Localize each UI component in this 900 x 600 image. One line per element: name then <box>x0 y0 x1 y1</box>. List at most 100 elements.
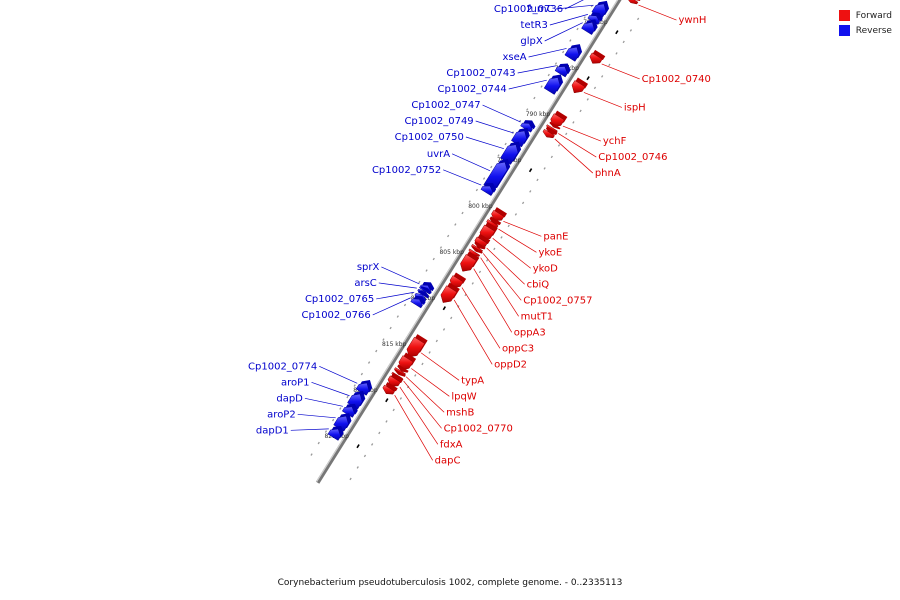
map-caption: Corynebacterium pseudotuberculosis 1002,… <box>277 578 623 588</box>
scale-dash <box>360 372 364 376</box>
gene-label-fdxa[interactable]: fdxA <box>440 439 463 450</box>
gene-label-dapd[interactable]: dapD <box>276 393 303 404</box>
leader-line-cp1002-0752 <box>443 169 482 186</box>
gene-arrow-xsea[interactable] <box>564 46 580 62</box>
gene-arrow-typa[interactable] <box>406 336 425 358</box>
gene-arrow-dapd1[interactable] <box>327 428 341 441</box>
leader-line-dapd1 <box>290 428 329 431</box>
gene-arrow-oppd2[interactable] <box>440 285 458 303</box>
gene-label-cp1002-0743[interactable]: Cp1002_0743 <box>446 68 515 79</box>
scale-dash <box>389 326 392 330</box>
gene-arrow-cp1002-0743[interactable] <box>554 66 568 78</box>
gene-label-pane[interactable]: panE <box>543 231 568 242</box>
gene-label-mshb[interactable]: mshB <box>446 407 474 418</box>
gene-label-ychf[interactable]: ychF <box>603 136 627 147</box>
leader-line-cbiq <box>486 247 525 285</box>
gene-arrow-cp1002-0744[interactable] <box>543 77 561 95</box>
gene-arrow-cp1002-0752[interactable] <box>480 185 494 197</box>
scale-dash <box>529 190 532 193</box>
gene-label-sprx[interactable]: sprX <box>357 262 380 273</box>
gene-label-typa[interactable]: typA <box>461 375 484 386</box>
gene-arrow-oppa3[interactable] <box>460 254 477 272</box>
gene-label-cp1002-0744[interactable]: Cp1002_0744 <box>438 84 507 95</box>
leader-line-xsea <box>528 48 567 58</box>
leader-line-dapd <box>304 397 343 407</box>
gene-label-uvra[interactable]: uvrA <box>427 149 450 160</box>
gene-label-ykoe[interactable]: ykoE <box>538 247 562 258</box>
gene-label-ywnh[interactable]: ywnH <box>678 15 706 26</box>
leader-line-lpqw <box>411 368 450 397</box>
gene-label-cp1002-0750[interactable]: Cp1002_0750 <box>395 132 464 143</box>
leader-line-uvra <box>451 153 491 172</box>
scale-dash <box>375 349 378 353</box>
scale-dash <box>414 374 417 377</box>
scale-dash <box>435 339 438 343</box>
gene-label-mutt1[interactable]: mutT1 <box>521 311 553 322</box>
gene-shadow-cp1002-0770 <box>394 369 406 377</box>
tick-label-805: 805 kbp <box>439 249 464 256</box>
scale-dash <box>583 16 586 19</box>
gene-arrow-dapc[interactable] <box>382 384 396 395</box>
gene-arrow-phna[interactable] <box>542 128 555 139</box>
gene-arrow-fdxa[interactable] <box>387 375 401 387</box>
gene-label-fumc[interactable]: fumC <box>527 4 554 15</box>
reverse-swatch <box>838 25 850 36</box>
tick-label-815: 815 kbp <box>382 341 407 348</box>
scale-dash <box>468 200 471 203</box>
gene-label-arsc[interactable]: arsC <box>354 278 376 289</box>
scale-dash <box>478 270 482 274</box>
gene-arrow-isph[interactable] <box>571 80 586 94</box>
gene-label-cp1002-0736[interactable]: Cp1002_0736 <box>494 4 563 15</box>
leader-line-ychf <box>562 125 601 142</box>
gene-label-oppc3[interactable]: oppC3 <box>502 343 534 354</box>
gene-label-cbiq[interactable]: cbiQ <box>527 279 550 290</box>
gene-label-cp1002-0749[interactable]: Cp1002_0749 <box>404 116 473 127</box>
leader-line-ykoe <box>498 228 537 253</box>
gene-label-isph[interactable]: ispH <box>624 102 646 113</box>
gene-label-lpqw[interactable]: lpqW <box>451 391 476 402</box>
gene-label-cp1002-0746[interactable]: Cp1002_0746 <box>598 152 667 163</box>
gene-label-cp1002-0757[interactable]: Cp1002_0757 <box>523 295 592 306</box>
scale-dash <box>593 86 597 90</box>
gene-label-tetr3[interactable]: tetR3 <box>521 20 548 31</box>
scale-dash <box>636 17 640 21</box>
gene-label-arop1[interactable]: aroP1 <box>281 377 310 388</box>
gene-arrow-pane[interactable] <box>491 209 505 221</box>
leader-line-oppd2 <box>453 299 493 365</box>
gene-label-cp1002-0747[interactable]: Cp1002_0747 <box>411 100 480 111</box>
gene-arrow-cp1002-0766[interactable] <box>410 298 423 309</box>
gene-label-oppd2[interactable]: oppD2 <box>494 359 527 370</box>
tick-label-800: 800 kbp <box>468 203 493 210</box>
gene-label-cp1002-0740[interactable]: Cp1002_0740 <box>642 74 711 85</box>
gene-label-cp1002-0774[interactable]: Cp1002_0774 <box>248 361 317 372</box>
gene-label-dapc[interactable]: dapC <box>435 455 461 466</box>
gene-label-cp1002-0765[interactable]: Cp1002_0765 <box>305 294 374 305</box>
gene-label-ykod[interactable]: ykoD <box>533 263 558 274</box>
leader-line-fdxa <box>399 386 439 445</box>
gene-label-xsea[interactable]: xseA <box>502 52 526 63</box>
leader-line-cp1002-0774 <box>319 366 358 384</box>
leader-line-cp1002-0749 <box>475 120 514 134</box>
gene-label-cp1002-0766[interactable]: Cp1002_0766 <box>302 310 371 321</box>
scale-dash <box>475 188 479 192</box>
gene-label-glpx[interactable]: glpX <box>520 36 542 47</box>
gene-label-oppa3[interactable]: oppA3 <box>514 327 546 338</box>
scale-dash <box>349 477 352 481</box>
scale-dash <box>629 29 633 32</box>
leader-line-cp1002-0740 <box>601 63 640 80</box>
scale-dash <box>547 73 550 77</box>
scale-dash <box>550 155 553 159</box>
gene-label-cp1002-0770[interactable]: Cp1002_0770 <box>444 423 513 434</box>
scale-dash <box>461 211 464 215</box>
scale-dash <box>497 154 500 157</box>
scale-dash <box>526 108 529 111</box>
gene-arrow-cp1002-0740[interactable] <box>589 52 603 64</box>
gene-label-cp1002-0752[interactable]: Cp1002_0752 <box>372 165 441 176</box>
scale-dash <box>418 280 421 284</box>
gene-label-arop2[interactable]: aroP2 <box>267 409 296 420</box>
gene-label-phna[interactable]: phnA <box>595 168 621 179</box>
gene-label-dapd1[interactable]: dapD1 <box>256 425 289 436</box>
gene-arrow-ywnh[interactable] <box>627 0 639 5</box>
leader-line-mutt1 <box>480 257 519 317</box>
gene-arrow-glpx[interactable] <box>581 22 595 36</box>
